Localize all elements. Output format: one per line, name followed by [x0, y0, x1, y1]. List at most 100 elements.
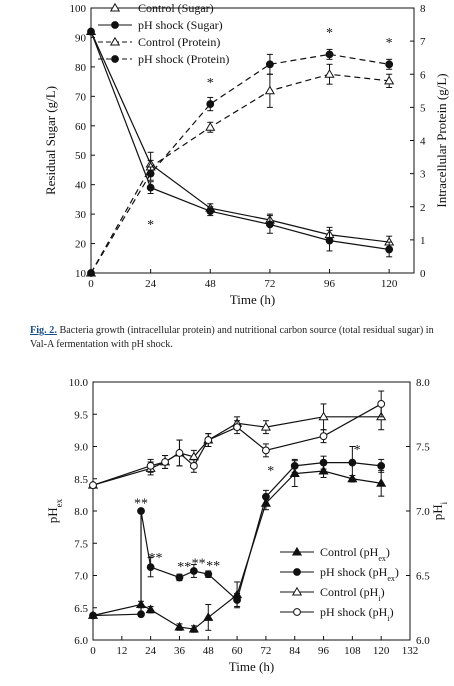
data-point	[204, 436, 213, 444]
x-tick-label: 120	[373, 645, 390, 657]
data-point	[146, 461, 155, 470]
legend-label: Control (Sugar)	[138, 1, 214, 15]
y2-tick-label: 8	[420, 3, 426, 15]
data-point	[318, 465, 329, 475]
x-tick-label: 48	[205, 278, 217, 290]
legend-marker	[291, 586, 303, 596]
data-point	[319, 432, 328, 441]
y-tick-label: 100	[70, 3, 87, 15]
data-point	[264, 85, 275, 95]
chart-ph-profile: 0 12 24 36 48 60 72 84 96 108 120 1326.06.57.07.58.…	[45, 377, 449, 674]
y2-tick-label: 7.5	[416, 442, 430, 454]
data-point	[188, 623, 199, 633]
legend-marker	[293, 608, 301, 616]
data-point	[89, 481, 97, 490]
legend-label: pH shock (Protein)	[138, 52, 229, 66]
y-axis-label: pHex	[45, 498, 64, 523]
legend-marker	[111, 55, 119, 63]
figure-label[interactable]: Fig. 2.	[30, 325, 57, 336]
data-point	[233, 423, 241, 432]
y2-tick-label: 5	[420, 102, 426, 114]
data-point	[87, 269, 95, 277]
y2-tick-label: 1	[420, 235, 426, 247]
data-point	[146, 563, 155, 572]
legend-marker	[111, 21, 119, 29]
data-point	[325, 50, 334, 59]
y2-tick-label: 2	[420, 202, 426, 214]
legend-label: Control (Protein)	[138, 35, 220, 49]
y-tick-label: 80	[75, 62, 87, 74]
y2-tick-label: 6	[420, 69, 426, 81]
data-point	[175, 449, 184, 457]
significance-mark: *	[147, 218, 154, 233]
data-point	[161, 458, 169, 466]
y2-tick-label: 7	[420, 36, 426, 48]
data-point	[233, 596, 241, 604]
y-tick-label: 6.5	[74, 603, 88, 615]
x-tick-label: 132	[402, 645, 419, 657]
significance-mark: *	[354, 443, 361, 458]
x-axis-label: Time (h)	[230, 292, 275, 307]
y2-axis-label: Intracellular Protein (g/L)	[434, 73, 449, 207]
y2-tick-label: 6.5	[416, 571, 430, 583]
data-point	[289, 468, 300, 478]
significance-mark: *	[207, 76, 214, 91]
x-tick-label: 48	[203, 645, 215, 657]
y2-axis-label: pHi	[430, 501, 449, 520]
x-tick-label: 72	[260, 645, 271, 657]
significance-mark: **	[134, 496, 148, 511]
y-tick-label: 10	[75, 268, 87, 280]
chart-residual-sugar-protein: 0 24 48 72 96 120 10 20 30 40 50 60 70 80 90 100 0 1 2 3 4 5 6…	[43, 1, 449, 307]
data-point	[290, 461, 299, 470]
data-point	[324, 69, 335, 78]
legend: Control (pHex) pH shock (pHex) Control (pH…	[280, 545, 399, 623]
data-point	[174, 621, 185, 631]
x-tick-label: 72	[264, 278, 275, 290]
series-4	[87, 48, 394, 277]
series-1	[85, 26, 395, 249]
legend-label: pH shock (pHex)	[320, 565, 399, 583]
legend-label: Control (pHex)	[320, 545, 390, 563]
y-tick-label: 70	[75, 91, 87, 103]
legend-marker	[291, 546, 303, 556]
y-axis-label: Residual Sugar (g/L)	[43, 86, 58, 195]
y-tick-label: 50	[75, 150, 87, 162]
data-point	[319, 458, 328, 467]
data-point	[377, 461, 386, 470]
x-tick-label: 120	[381, 278, 398, 290]
data-point	[205, 122, 216, 131]
significance-mark: **	[192, 556, 206, 571]
series-line	[92, 403, 382, 486]
y-tick-label: 60	[75, 121, 87, 133]
data-point	[145, 604, 156, 614]
data-point	[384, 75, 395, 85]
x-axis-label: Time (h)	[229, 659, 274, 674]
series-line	[92, 416, 382, 486]
x-tick-label: 96	[318, 645, 330, 657]
data-point	[325, 236, 334, 245]
x-tick-label: 60	[232, 645, 244, 657]
series-2	[89, 446, 386, 620]
data-point	[175, 573, 184, 582]
data-point	[348, 458, 357, 467]
data-point	[265, 220, 274, 229]
y2-tick-label: 7.0	[416, 506, 430, 518]
series-2	[87, 27, 394, 258]
legend-label: pH shock (Sugar)	[138, 18, 223, 32]
y2-tick-label: 0	[420, 268, 426, 280]
series-line	[90, 73, 390, 274]
x-tick-label: 36	[174, 645, 186, 657]
series-line	[90, 31, 390, 243]
series-4	[89, 390, 386, 490]
x-tick-label: 24	[145, 645, 157, 657]
x-tick-label: 12	[116, 645, 127, 657]
data-point	[189, 461, 198, 470]
y-tick-label: 10.0	[69, 377, 89, 389]
y-tick-label: 20	[75, 239, 87, 251]
data-point	[265, 60, 274, 69]
data-point	[204, 570, 213, 579]
legend-marker	[293, 568, 301, 576]
data-point	[260, 421, 271, 431]
data-point	[385, 60, 394, 69]
x-tick-label: 84	[289, 645, 301, 657]
